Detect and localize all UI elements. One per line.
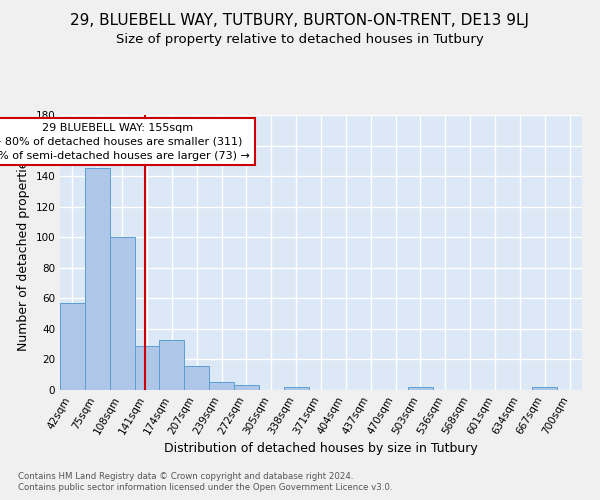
Bar bbox=[85, 168, 110, 390]
Text: 29 BLUEBELL WAY: 155sqm
← 80% of detached houses are smaller (311)
19% of semi-d: 29 BLUEBELL WAY: 155sqm ← 80% of detache… bbox=[0, 122, 250, 160]
Text: Contains public sector information licensed under the Open Government Licence v3: Contains public sector information licen… bbox=[18, 484, 392, 492]
Bar bbox=[184, 366, 209, 390]
Y-axis label: Number of detached properties: Number of detached properties bbox=[17, 154, 30, 351]
Bar bbox=[532, 387, 557, 390]
Bar bbox=[60, 303, 85, 390]
Bar bbox=[408, 387, 433, 390]
Text: Contains HM Land Registry data © Crown copyright and database right 2024.: Contains HM Land Registry data © Crown c… bbox=[18, 472, 353, 481]
X-axis label: Distribution of detached houses by size in Tutbury: Distribution of detached houses by size … bbox=[164, 442, 478, 455]
Text: 29, BLUEBELL WAY, TUTBURY, BURTON-ON-TRENT, DE13 9LJ: 29, BLUEBELL WAY, TUTBURY, BURTON-ON-TRE… bbox=[71, 12, 530, 28]
Text: Size of property relative to detached houses in Tutbury: Size of property relative to detached ho… bbox=[116, 32, 484, 46]
Bar bbox=[134, 346, 160, 390]
Bar bbox=[209, 382, 234, 390]
Bar bbox=[234, 386, 259, 390]
Bar bbox=[284, 387, 308, 390]
Bar bbox=[110, 237, 134, 390]
Bar bbox=[160, 340, 184, 390]
